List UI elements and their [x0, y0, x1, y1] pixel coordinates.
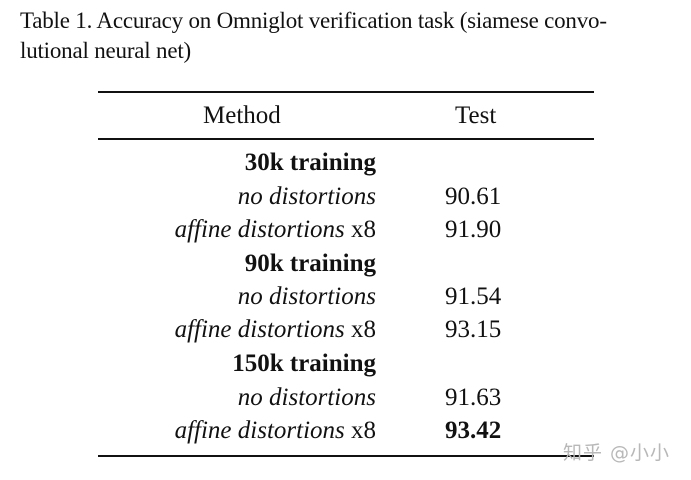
test-cell: 93.15 [445, 316, 502, 343]
method-cell: affine distortions x8 [174, 417, 376, 444]
method-cell: no distortions [237, 183, 376, 210]
header-method: Method [203, 102, 281, 129]
table-row: affine distortions x8 93.42 [0, 414, 691, 448]
method-cell: no distortions [237, 283, 376, 310]
table-row: affine distortions x8 93.15 [0, 313, 691, 347]
table-row: no distortions 90.61 [0, 180, 691, 214]
watermark: 知乎 @小小 [563, 442, 671, 464]
group-row: 150k training [0, 347, 691, 381]
bottom-rule [98, 455, 594, 457]
group-label: 150k training [232, 350, 376, 377]
test-cell-best: 93.42 [445, 417, 502, 444]
header-rule [98, 138, 594, 140]
table-row: no distortions 91.54 [0, 280, 691, 314]
top-rule [98, 91, 594, 93]
header-test: Test [455, 102, 497, 129]
method-cell: affine distortions x8 [174, 216, 376, 243]
table-row: affine distortions x8 91.90 [0, 213, 691, 247]
test-cell: 91.90 [445, 216, 502, 243]
table-row: no distortions 91.63 [0, 381, 691, 415]
group-row: 90k training [0, 247, 691, 281]
table-caption: Table 1. Accuracy on Omniglot verificati… [20, 8, 607, 63]
method-cell: no distortions [237, 384, 376, 411]
test-cell: 91.63 [445, 384, 502, 411]
group-label: 90k training [244, 250, 376, 277]
group-label: 30k training [244, 149, 376, 176]
test-cell: 90.61 [445, 183, 502, 210]
group-row: 30k training [0, 146, 691, 180]
method-cell: affine distortions x8 [174, 316, 376, 343]
test-cell: 91.54 [445, 283, 502, 310]
